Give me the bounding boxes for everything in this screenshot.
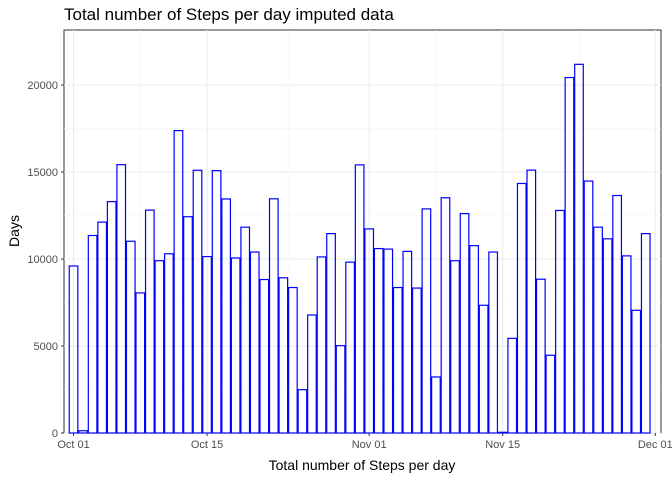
bar [497,431,508,434]
bar [164,253,174,434]
bar [383,248,394,434]
bar [125,240,136,434]
bar [116,164,127,434]
bar [240,226,251,434]
x-tick-label: Nov 15 [485,439,520,451]
x-axis-label: Total number of Steps per day [269,457,456,473]
bar [440,197,451,434]
bar [459,212,470,434]
bar [154,260,165,434]
y-tick-label: 20000 [27,80,58,92]
bar [211,170,222,434]
bar [640,233,651,434]
y-tick-label: 15000 [27,167,58,179]
bar [307,314,317,434]
bar [183,216,193,434]
bar [469,245,479,434]
bar [612,194,623,434]
bar [87,234,98,434]
y-tick-label: 0 [52,428,58,440]
bar [192,169,203,434]
x-tick-label: Oct 01 [57,439,89,451]
y-tick-label: 10000 [27,254,58,266]
bar [354,164,365,434]
bar [144,209,155,434]
bar [287,286,298,434]
bar [583,180,594,434]
bar [478,304,489,434]
bar [297,389,308,434]
bar [373,247,384,434]
bar [326,233,336,434]
bar [564,76,575,434]
bar [421,208,432,434]
bar [602,238,613,434]
bar [555,209,565,434]
bar [621,255,632,434]
bar [402,250,413,434]
bar [574,63,584,434]
y-tick-label: 5000 [34,341,58,353]
bar [631,309,642,434]
bar [135,292,146,434]
bar [230,257,241,434]
bar [545,354,556,434]
x-tick-label: Nov 01 [352,439,387,451]
bar [78,430,88,434]
bar [278,277,289,434]
bar [268,198,279,434]
bar [507,337,518,434]
bar [173,130,184,434]
bar [392,286,403,434]
bar [593,226,603,434]
bar [335,345,346,434]
bar [535,278,546,434]
bar [345,261,355,434]
bar [488,251,499,434]
chart-title: Total number of Steps per day imputed da… [64,5,394,24]
y-axis-label: Days [6,215,22,247]
bar [259,278,270,434]
bar [221,198,232,434]
bars-layer [68,63,651,434]
ticks-layer: 0 5000 10000 15000 20000 Oct 01 Oct 15 Nov 01 No… [27,80,672,451]
bar [411,287,422,434]
bar [97,221,108,434]
bar [106,200,117,434]
bar [450,260,460,434]
x-tick-label: Dec 01 [638,439,672,451]
bar [526,169,537,434]
bar [249,251,260,434]
bar [316,256,327,434]
bar [431,376,441,434]
x-tick-label: Oct 15 [191,439,223,451]
bar [516,182,527,434]
